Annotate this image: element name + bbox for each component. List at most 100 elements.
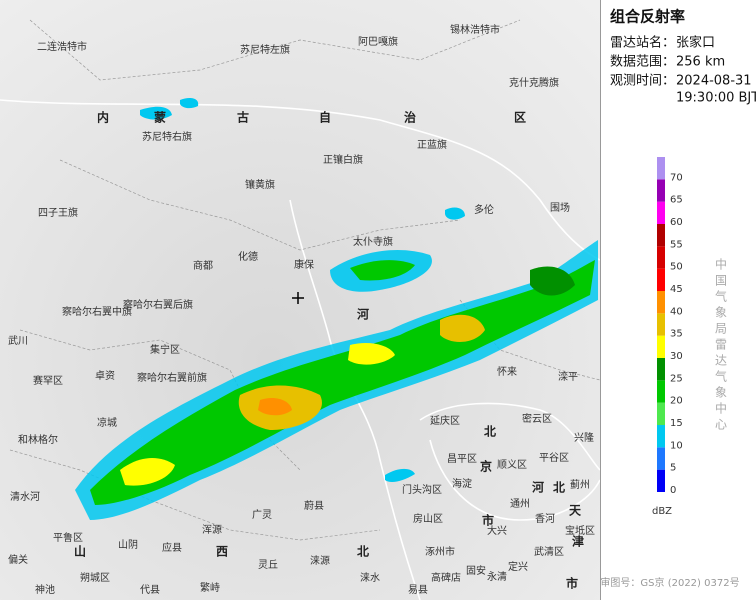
place-label: 区 <box>514 111 526 125</box>
place-label: 北 <box>357 544 369 559</box>
place-label: 通州 <box>510 498 530 510</box>
legend-label: 5 <box>670 463 676 474</box>
place-label: 易县 <box>408 584 428 596</box>
place-label: 化德 <box>238 250 258 263</box>
place-label: 和林格尔 <box>18 433 58 446</box>
place-label: 商都 <box>193 259 213 272</box>
place-label: 察哈尔右翼中旗 <box>62 305 132 318</box>
legend-label: 50 <box>670 262 683 273</box>
place-label: 武清区 <box>534 545 564 558</box>
place-label: 京 <box>480 459 492 474</box>
place-label: 天 <box>569 504 582 518</box>
legend-swatch <box>657 268 665 291</box>
legend-label: 0 <box>670 485 676 496</box>
place-label: 大兴 <box>487 524 507 537</box>
place-label: 河 <box>356 307 369 322</box>
place-label: 北 <box>484 424 496 439</box>
place-label: 浑源 <box>202 523 222 536</box>
place-label: 多伦 <box>474 203 494 216</box>
legend-label: 60 <box>670 217 683 228</box>
legend-label: 40 <box>670 306 683 317</box>
place-label: 围场 <box>550 201 570 214</box>
legend-swatch <box>657 402 665 425</box>
info-value: 19:30:00 BJT <box>676 91 756 106</box>
legend-swatch <box>657 313 665 336</box>
legend-swatch <box>657 380 665 403</box>
legend-swatch <box>657 179 665 202</box>
place-label: 察哈尔右翼后旗 <box>123 298 193 311</box>
place-label: 兴隆 <box>574 431 594 444</box>
legend-label: 35 <box>670 329 683 340</box>
legend-label: 55 <box>670 239 683 250</box>
place-label: 永清 <box>487 570 507 583</box>
place-label: 繁峙 <box>200 581 220 594</box>
legend-swatch <box>657 358 665 381</box>
place-label: 自 <box>319 110 331 125</box>
place-label: 灵丘 <box>258 559 278 571</box>
place-label: 定兴 <box>508 560 528 573</box>
place-label: 平谷区 <box>539 452 569 464</box>
color-legend: 0 5 10 15 20 25 30 35 40 45 50 55 60 65 70 <box>657 157 683 496</box>
place-label: 市 <box>566 576 578 591</box>
place-label: 平鲁区 <box>53 531 83 544</box>
place-label: 阿巴嘎旗 <box>358 35 398 48</box>
place-label: 顺义区 <box>497 459 527 471</box>
legend-swatch <box>657 469 665 492</box>
legend-swatch <box>657 224 665 247</box>
place-label: 涿州市 <box>425 545 455 558</box>
watermark: 中国气象局雷达气象中心 <box>714 257 728 434</box>
place-label: 山阴 <box>118 539 138 551</box>
place-label: 应县 <box>162 541 182 554</box>
legend-swatch <box>657 291 665 314</box>
place-label: 蓟州 <box>570 478 590 491</box>
place-label: 清水河 <box>10 490 40 503</box>
legend-label: 10 <box>670 440 683 451</box>
info-value: 张家口 <box>676 35 715 51</box>
place-label: 正蓝旗 <box>417 138 447 151</box>
legend-label: 30 <box>670 351 683 362</box>
place-label: 神池 <box>35 583 55 596</box>
legend-label: 15 <box>670 418 683 429</box>
place-label: 涞源 <box>310 554 330 567</box>
place-label: 海淀 <box>452 477 472 490</box>
legend-label: 20 <box>670 396 683 407</box>
place-label: 密云区 <box>522 412 552 425</box>
radar-echo <box>75 98 598 520</box>
legend-unit: dBZ <box>652 506 672 517</box>
legend-label: 25 <box>670 373 683 384</box>
place-label: 香河 <box>535 513 555 525</box>
place-label: 昌平区 <box>447 453 477 465</box>
place-label: 克什克腾旗 <box>509 76 559 89</box>
info-value: 256 km <box>676 55 725 70</box>
place-label: 北 <box>553 480 565 495</box>
place-label: 镶黄旗 <box>245 178 275 191</box>
place-label: 西 <box>216 545 228 559</box>
legend-label: 70 <box>670 172 683 183</box>
place-label: 康保 <box>294 258 314 271</box>
place-label: 滦平 <box>558 370 578 383</box>
place-label: 苏尼特左旗 <box>240 43 290 56</box>
info-value: 2024-08-31 <box>676 74 752 89</box>
place-label: 山 <box>74 544 86 559</box>
place-label: 延庆区 <box>430 414 460 427</box>
place-label: 津 <box>572 534 584 549</box>
place-label: 朔城区 <box>80 571 110 584</box>
legend-label: 45 <box>670 284 683 295</box>
panel-title: 组合反射率 <box>610 8 685 26</box>
place-label: 涞水 <box>360 572 380 584</box>
place-label: 正镶白旗 <box>323 153 363 166</box>
place-label: 四子王旗 <box>38 206 78 219</box>
place-label: 高碑店 <box>431 571 461 584</box>
place-label: 怀来 <box>497 366 517 378</box>
legend-label: 65 <box>670 195 683 206</box>
place-label: 凉城 <box>97 416 117 429</box>
place-label: 内 <box>97 110 109 125</box>
place-label: 集宁区 <box>150 343 180 356</box>
place-label: 察哈尔右翼前旗 <box>137 371 207 384</box>
place-label: 广灵 <box>252 509 272 521</box>
place-label: 二连浩特市 <box>37 40 87 53</box>
place-label: 古 <box>237 110 249 125</box>
